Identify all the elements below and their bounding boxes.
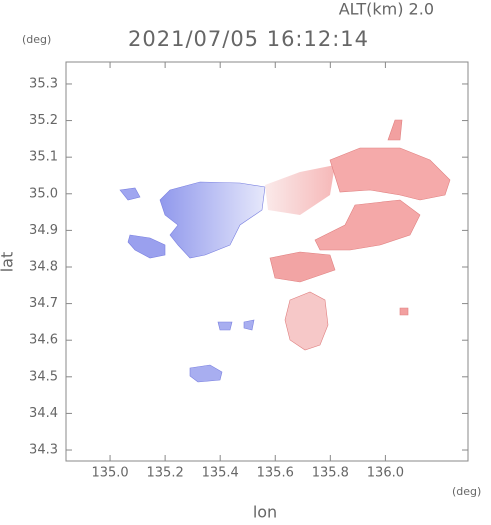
y-tick-label: 34.3 [29,443,58,458]
y-unit: (deg) [22,33,51,46]
y-tick-label: 34.7 [29,296,58,311]
x-tick-label: 135.8 [312,466,349,481]
x-tick-label: 135.6 [257,466,294,481]
x-unit: (deg) [452,485,481,498]
x-tick-label: 135.0 [91,466,128,481]
x-tick-label: 135.2 [147,466,184,481]
y-axis-label: lat [0,252,17,273]
y-tick-label: 35.3 [29,76,58,91]
y-tick-label: 34.9 [29,223,58,238]
y-tick-label: 35.1 [29,150,58,165]
x-axis-label: lon [253,503,277,522]
echoes [119,119,451,383]
x-tick-label: 135.4 [202,466,239,481]
altitude: ALT(km) 2.0 [339,0,434,19]
y-tick-label: 35.0 [29,186,58,201]
plot-frame [65,61,469,462]
y-tick-label: 35.2 [29,113,58,128]
y-tick-label: 34.4 [29,406,58,421]
y-tick-label: 34.8 [29,259,58,274]
x-tick-label: 136.0 [367,466,404,481]
y-tick-label: 34.6 [29,333,58,348]
chart-title: 2021/07/05 16:12:14 [128,27,369,51]
y-tick-label: 34.5 [29,369,58,384]
